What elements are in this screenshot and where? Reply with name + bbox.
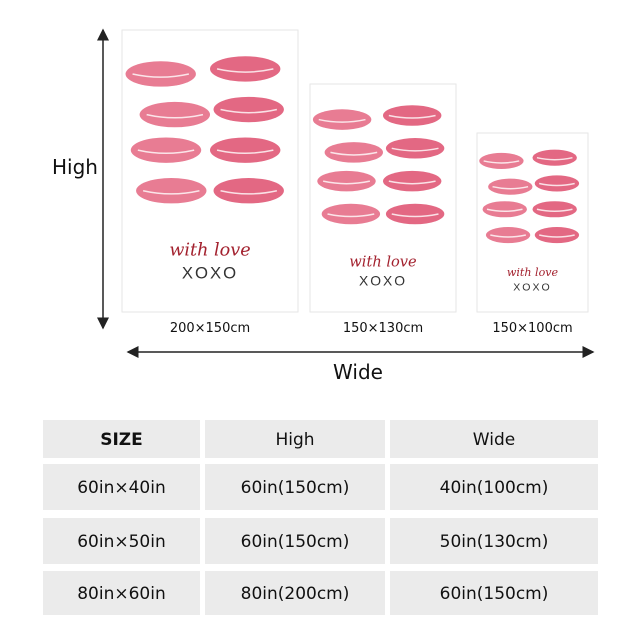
lip-print: [213, 96, 284, 123]
lip-print: [532, 149, 577, 166]
lip-line: [330, 151, 378, 156]
lip-line: [492, 185, 529, 190]
lip-line: [483, 160, 520, 164]
lip-print: [139, 101, 210, 128]
lip-print: [532, 201, 577, 218]
lip-print: [130, 137, 202, 163]
lip-line: [146, 113, 204, 119]
poster: with love XOXO 200×150cm: [121, 29, 299, 336]
lip-line: [142, 190, 200, 195]
poster-xoxo: XOXO: [513, 282, 551, 294]
lip-print: [136, 178, 207, 204]
table-cell: 60in×50in: [77, 532, 166, 552]
lip-print: [534, 226, 580, 244]
lip-line: [538, 182, 575, 187]
table-cell-bg: [43, 420, 200, 458]
lip-print: [312, 109, 372, 130]
lip-line: [538, 234, 575, 238]
lip-line: [132, 73, 190, 78]
poster-script: with love: [349, 253, 416, 270]
lip-print: [210, 56, 281, 82]
table-header: High: [275, 430, 314, 450]
lip-print: [534, 175, 580, 192]
lip-line: [388, 180, 436, 185]
lip-print: [385, 138, 445, 159]
lip-print: [383, 105, 442, 126]
table-cell-bg: [205, 571, 385, 615]
poster-caption: 200×150cm: [170, 321, 250, 336]
lip-print: [488, 178, 533, 195]
table-cell: 60in(150cm): [241, 478, 350, 498]
poster-caption: 150×100cm: [492, 321, 572, 336]
lip-print: [324, 142, 383, 163]
table-cell: 60in(150cm): [440, 584, 549, 604]
table-cell-bg: [43, 571, 200, 615]
poster-caption: 150×130cm: [343, 321, 423, 336]
lip-print: [479, 152, 524, 169]
lip-line: [220, 190, 278, 195]
lip-line: [216, 149, 274, 155]
table-cell: 60in×40in: [77, 478, 166, 498]
lip-line: [536, 208, 573, 213]
lip-print: [482, 201, 527, 218]
table-cell-bg: [205, 518, 385, 564]
poster: with love XOXO 150×100cm: [476, 132, 589, 336]
lip-print: [125, 61, 196, 87]
table-cell: 40in(100cm): [440, 478, 549, 498]
table-cell-bg: [390, 464, 598, 510]
wide-label: Wide: [333, 360, 383, 384]
table-cell: 80in(200cm): [241, 584, 350, 604]
poster-script: with love: [169, 241, 250, 261]
lip-print: [321, 203, 381, 225]
table-header: SIZE: [100, 430, 143, 450]
lip-line: [220, 108, 278, 114]
lip-print: [213, 178, 284, 204]
table-cell-bg: [43, 518, 200, 564]
table-cell-bg: [390, 420, 598, 458]
table-cell-bg: [43, 464, 200, 510]
lip-line: [327, 213, 375, 218]
lip-line: [391, 147, 439, 152]
table-cell-bg: [205, 420, 385, 458]
table-cell: 50in(130cm): [440, 532, 549, 552]
lip-line: [391, 213, 439, 218]
lip-line: [536, 156, 573, 161]
table-cell-bg: [390, 518, 598, 564]
table-header: Wide: [473, 430, 515, 450]
lip-print: [210, 137, 281, 163]
lip-line: [318, 118, 366, 123]
lip-line: [490, 234, 527, 238]
lip-line: [388, 114, 436, 119]
lip-print: [385, 203, 445, 225]
size-table: SIZE High Wide 60in×40in 60in(150cm) 40in(100…: [43, 420, 598, 615]
posters: with love XOXO 200×150cm with love XOXO 150×1…: [121, 29, 589, 336]
poster: with love XOXO 150×130cm: [309, 83, 457, 336]
lip-print: [485, 226, 531, 244]
poster-xoxo: XOXO: [359, 272, 407, 288]
lip-line: [486, 208, 523, 213]
poster-script: with love: [507, 266, 559, 279]
lip-print: [383, 170, 442, 192]
lip-line: [216, 68, 274, 73]
poster-xoxo: XOXO: [182, 263, 238, 282]
lip-line: [322, 180, 371, 185]
lip-line: [137, 149, 195, 155]
table-cell-bg: [390, 571, 598, 615]
table-cell-bg: [205, 464, 385, 510]
table-cell: 80in×60in: [77, 584, 166, 604]
high-label: High: [52, 155, 98, 179]
table-cell: 60in(150cm): [241, 532, 350, 552]
lip-print: [317, 170, 376, 192]
